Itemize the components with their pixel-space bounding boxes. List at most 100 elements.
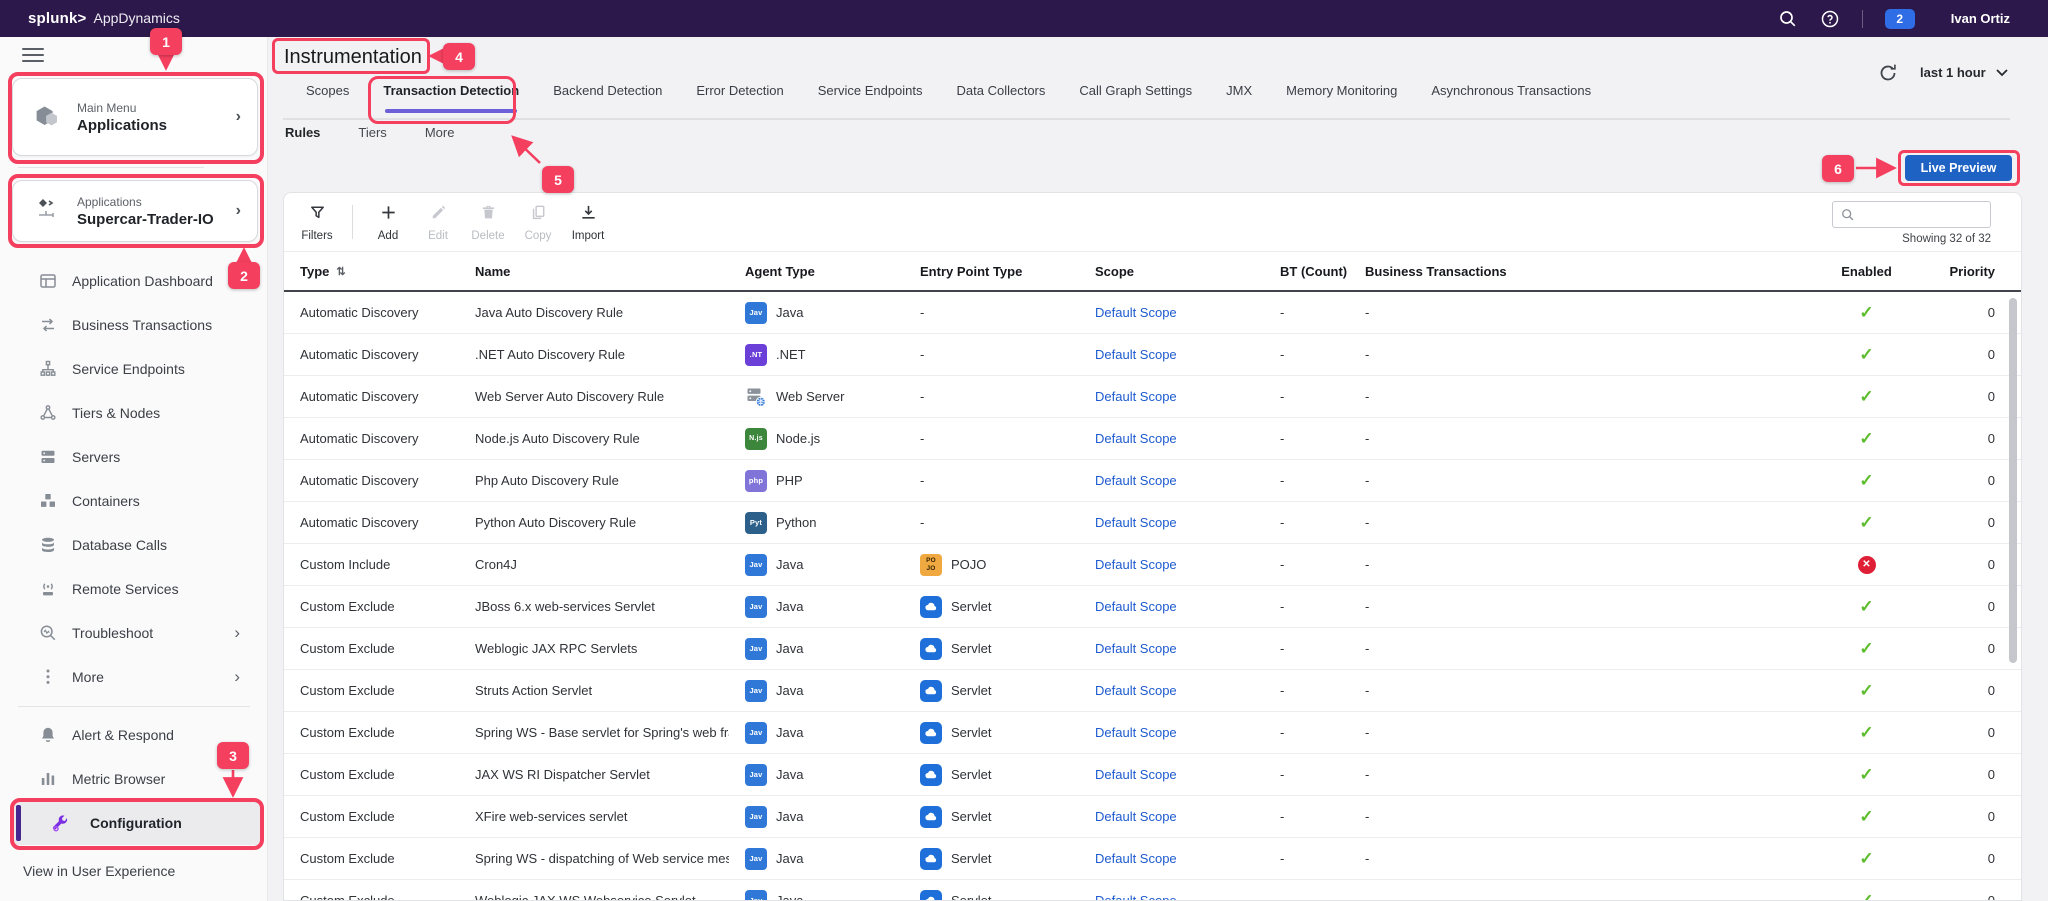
sort-icon[interactable]: ⇅ (336, 265, 346, 278)
tab-service-endpoints[interactable]: Service Endpoints (817, 83, 923, 98)
cell-name: Weblogic JAX RPC Servlets (475, 641, 638, 656)
table-row[interactable]: Custom Exclude Weblogic JAX RPC Servlets… (284, 628, 2021, 670)
sidebar-item-troubleshoot[interactable]: Troubleshoot › (0, 611, 268, 655)
cell-name: Spring WS - Base servlet for Spring's we… (475, 725, 729, 740)
cell-business-transactions: - (1365, 641, 1370, 656)
tab-backend-detection[interactable]: Backend Detection (553, 83, 663, 98)
scope-link[interactable]: Default Scope (1095, 515, 1177, 530)
table-row[interactable]: Automatic Discovery Python Auto Discover… (284, 502, 2021, 544)
scope-link[interactable]: Default Scope (1095, 767, 1177, 782)
search-icon[interactable] (1778, 9, 1798, 29)
tab-transaction-detection[interactable]: Transaction Detection (383, 83, 519, 113)
copy-button: Copy (513, 203, 563, 242)
scope-link[interactable]: Default Scope (1095, 347, 1177, 362)
table-row[interactable]: Automatic Discovery Web Server Auto Disc… (284, 376, 2021, 418)
sidebar-item-alert-respond[interactable]: Alert & Respond › (0, 713, 268, 757)
table-row[interactable]: Custom Exclude JBoss 6.x web-services Se… (284, 586, 2021, 628)
tab-memory-monitoring[interactable]: Memory Monitoring (1286, 83, 1398, 98)
vertical-scrollbar[interactable] (2009, 298, 2017, 663)
live-preview-button[interactable]: Live Preview (1905, 155, 2012, 181)
enabled-check-icon: ✓ (1859, 428, 1874, 448)
notification-badge[interactable]: 2 (1884, 8, 1915, 29)
time-range-dropdown[interactable]: last 1 hour (1920, 65, 2008, 80)
table-toolbar: Filters Add Edit Delete Copy Import Show… (284, 193, 2021, 251)
sidebar-item-containers[interactable]: Containers › (0, 479, 268, 523)
table-row[interactable]: Custom Exclude Spring WS - dispatching o… (284, 838, 2021, 880)
table-row[interactable]: Automatic Discovery Php Auto Discovery R… (284, 460, 2021, 502)
sidebar-item-metric-browser[interactable]: Metric Browser › (0, 757, 268, 801)
table-row[interactable]: Automatic Discovery .NET Auto Discovery … (284, 334, 2021, 376)
cell-agent-type: Jav Java (729, 721, 904, 744)
table-row[interactable]: Custom Exclude XFire web-services servle… (284, 796, 2021, 838)
filters-button[interactable]: Filters (292, 203, 342, 242)
java-agent-icon: Jav (745, 595, 767, 618)
cell-business-transactions: - (1365, 851, 1370, 866)
scope-link[interactable]: Default Scope (1095, 389, 1177, 404)
tab-call-graph-settings[interactable]: Call Graph Settings (1079, 83, 1193, 98)
main-menu-selector[interactable]: ⬢ ⬢ Main Menu Applications › (12, 78, 258, 156)
import-button[interactable]: Import (563, 203, 613, 242)
scope-link[interactable]: Default Scope (1095, 725, 1177, 740)
chevron-right-icon: › (234, 623, 240, 642)
sidebar-item-configuration[interactable]: Configuration › (14, 801, 262, 845)
subtab-more[interactable]: More (424, 125, 455, 140)
table-row[interactable]: Automatic Discovery Java Auto Discovery … (284, 292, 2021, 334)
table-row[interactable]: Custom Exclude JAX WS RI Dispatcher Serv… (284, 754, 2021, 796)
hamburger-menu-icon[interactable] (22, 48, 44, 64)
scope-link[interactable]: Default Scope (1095, 557, 1177, 572)
cell-priority: 0 (1987, 431, 1995, 446)
sidebar-item-business-transactions[interactable]: Business Transactions › (0, 303, 268, 347)
java-agent-icon: Jav (745, 721, 767, 744)
scope-link[interactable]: Default Scope (1095, 893, 1177, 901)
subtab-tiers[interactable]: Tiers (358, 125, 387, 140)
tab-jmx[interactable]: JMX (1226, 83, 1253, 98)
scope-link[interactable]: Default Scope (1095, 431, 1177, 446)
scope-link[interactable]: Default Scope (1095, 599, 1177, 614)
tab-asynchronous-transactions[interactable]: Asynchronous Transactions (1431, 83, 1592, 98)
scope-link[interactable]: Default Scope (1095, 473, 1177, 488)
sidebar-item-database-calls[interactable]: Database Calls › (0, 523, 268, 567)
filter-icon (308, 203, 327, 227)
tab-error-detection[interactable]: Error Detection (696, 83, 784, 98)
cell-business-transactions: - (1365, 515, 1370, 530)
sidebar-item-application-dashboard[interactable]: Application Dashboard › (0, 259, 268, 303)
scope-link[interactable]: Default Scope (1095, 809, 1177, 824)
sidebar-item-remote-services[interactable]: Remote Services › (0, 567, 268, 611)
column-header-type[interactable]: Type ⇅ (300, 263, 346, 279)
sidebar-item-more[interactable]: More › (0, 655, 268, 699)
cell-bt-count: - (1280, 851, 1285, 866)
column-header-name: Name (475, 263, 511, 279)
table-row[interactable]: Custom Exclude Struts Action Servlet Jav… (284, 670, 2021, 712)
view-in-user-experience-link[interactable]: View in User Experience (23, 863, 176, 879)
add-button[interactable]: Add (363, 203, 413, 242)
sidebar-item-service-endpoints[interactable]: Service Endpoints › (0, 347, 268, 391)
refresh-icon[interactable] (1876, 61, 1900, 85)
tabs-rule (283, 118, 2010, 120)
tab-data-collectors[interactable]: Data Collectors (956, 83, 1046, 98)
application-selector[interactable]: Applications Supercar-Trader-IO › (12, 180, 258, 242)
subtab-rules[interactable]: Rules (285, 125, 321, 140)
table-row[interactable]: Custom Exclude Weblogic JAX WS Webservic… (284, 880, 2021, 901)
enabled-check-icon: ✓ (1859, 302, 1874, 322)
search-input[interactable] (1861, 206, 1984, 223)
cell-business-transactions: - (1365, 473, 1370, 488)
scope-link[interactable]: Default Scope (1095, 305, 1177, 320)
cell-type: Automatic Discovery (300, 347, 419, 362)
instrumentation-tabs: Scopes Transaction Detection Backend Detec… (284, 83, 1591, 113)
user-menu[interactable]: Ivan Ortiz (1950, 11, 2010, 26)
tab-scopes[interactable]: Scopes (306, 83, 350, 98)
scope-link[interactable]: Default Scope (1095, 683, 1177, 698)
cell-type: Automatic Discovery (300, 473, 419, 488)
sidebar-item-servers[interactable]: Servers › (0, 435, 268, 479)
scope-link[interactable]: Default Scope (1095, 641, 1177, 656)
cell-type: Custom Exclude (300, 683, 395, 698)
table-row[interactable]: Custom Exclude Spring WS - Base servlet … (284, 712, 2021, 754)
cell-type: Custom Exclude (300, 641, 395, 656)
table-row[interactable]: Automatic Discovery Node.js Auto Discove… (284, 418, 2021, 460)
help-icon[interactable] (1820, 9, 1840, 29)
table-row[interactable]: Custom Include Cron4J Jav Java PO JO POJO … (284, 544, 2021, 586)
enabled-check-icon: ✓ (1859, 596, 1874, 616)
sidebar-item-tiers-nodes[interactable]: Tiers & Nodes › (0, 391, 268, 435)
scope-link[interactable]: Default Scope (1095, 851, 1177, 866)
enabled-check-icon: ✓ (1859, 848, 1874, 868)
